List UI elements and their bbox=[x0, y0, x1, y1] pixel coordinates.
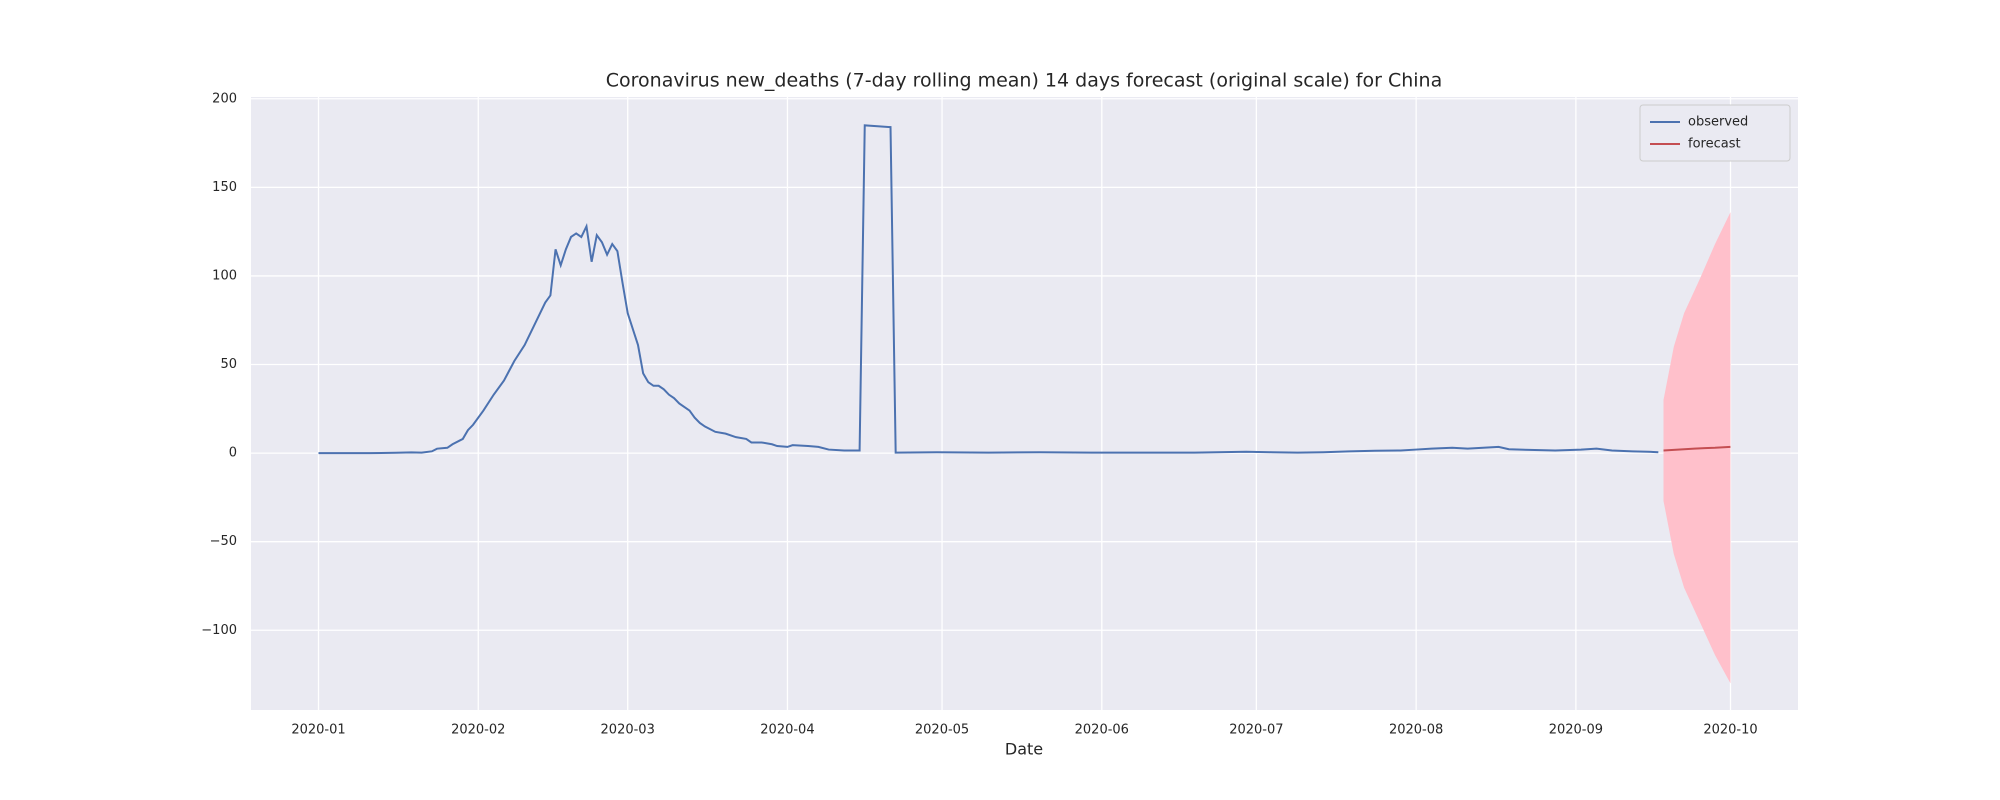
legend-label: observed bbox=[1688, 115, 1748, 130]
x-tick-label: 2020-01 bbox=[291, 723, 345, 738]
series-line bbox=[1663, 445, 1731, 452]
chart-title: Coronavirus new_deaths (7-day rolling me… bbox=[606, 70, 1442, 92]
x-tick-label: 2020-04 bbox=[760, 723, 814, 738]
y-tick-label: 200 bbox=[212, 91, 237, 106]
x-tick-label: 2020-06 bbox=[1075, 723, 1129, 738]
plot-area bbox=[251, 97, 1798, 710]
legend-box bbox=[1639, 104, 1791, 162]
y-tick-label: 0 bbox=[229, 446, 237, 461]
y-tick-label: 100 bbox=[212, 268, 237, 283]
y-tick-label: 150 bbox=[212, 180, 237, 195]
y-tick-label: 50 bbox=[220, 357, 237, 372]
x-axis-label: Date bbox=[1005, 740, 1043, 759]
x-tick-label: 2020-03 bbox=[601, 723, 655, 738]
x-tick-label: 2020-05 bbox=[915, 723, 969, 738]
x-tick-label: 2020-08 bbox=[1389, 723, 1443, 738]
x-tick-label: 2020-09 bbox=[1549, 723, 1603, 738]
y-tick-label: −100 bbox=[201, 623, 237, 638]
y-tick-label: −50 bbox=[210, 534, 237, 549]
x-tick-label: 2020-10 bbox=[1703, 723, 1757, 738]
series-line bbox=[318, 124, 1659, 455]
x-tick-label: 2020-07 bbox=[1229, 723, 1283, 738]
x-tick-label: 2020-02 bbox=[451, 723, 505, 738]
legend-label: forecast bbox=[1688, 137, 1741, 152]
